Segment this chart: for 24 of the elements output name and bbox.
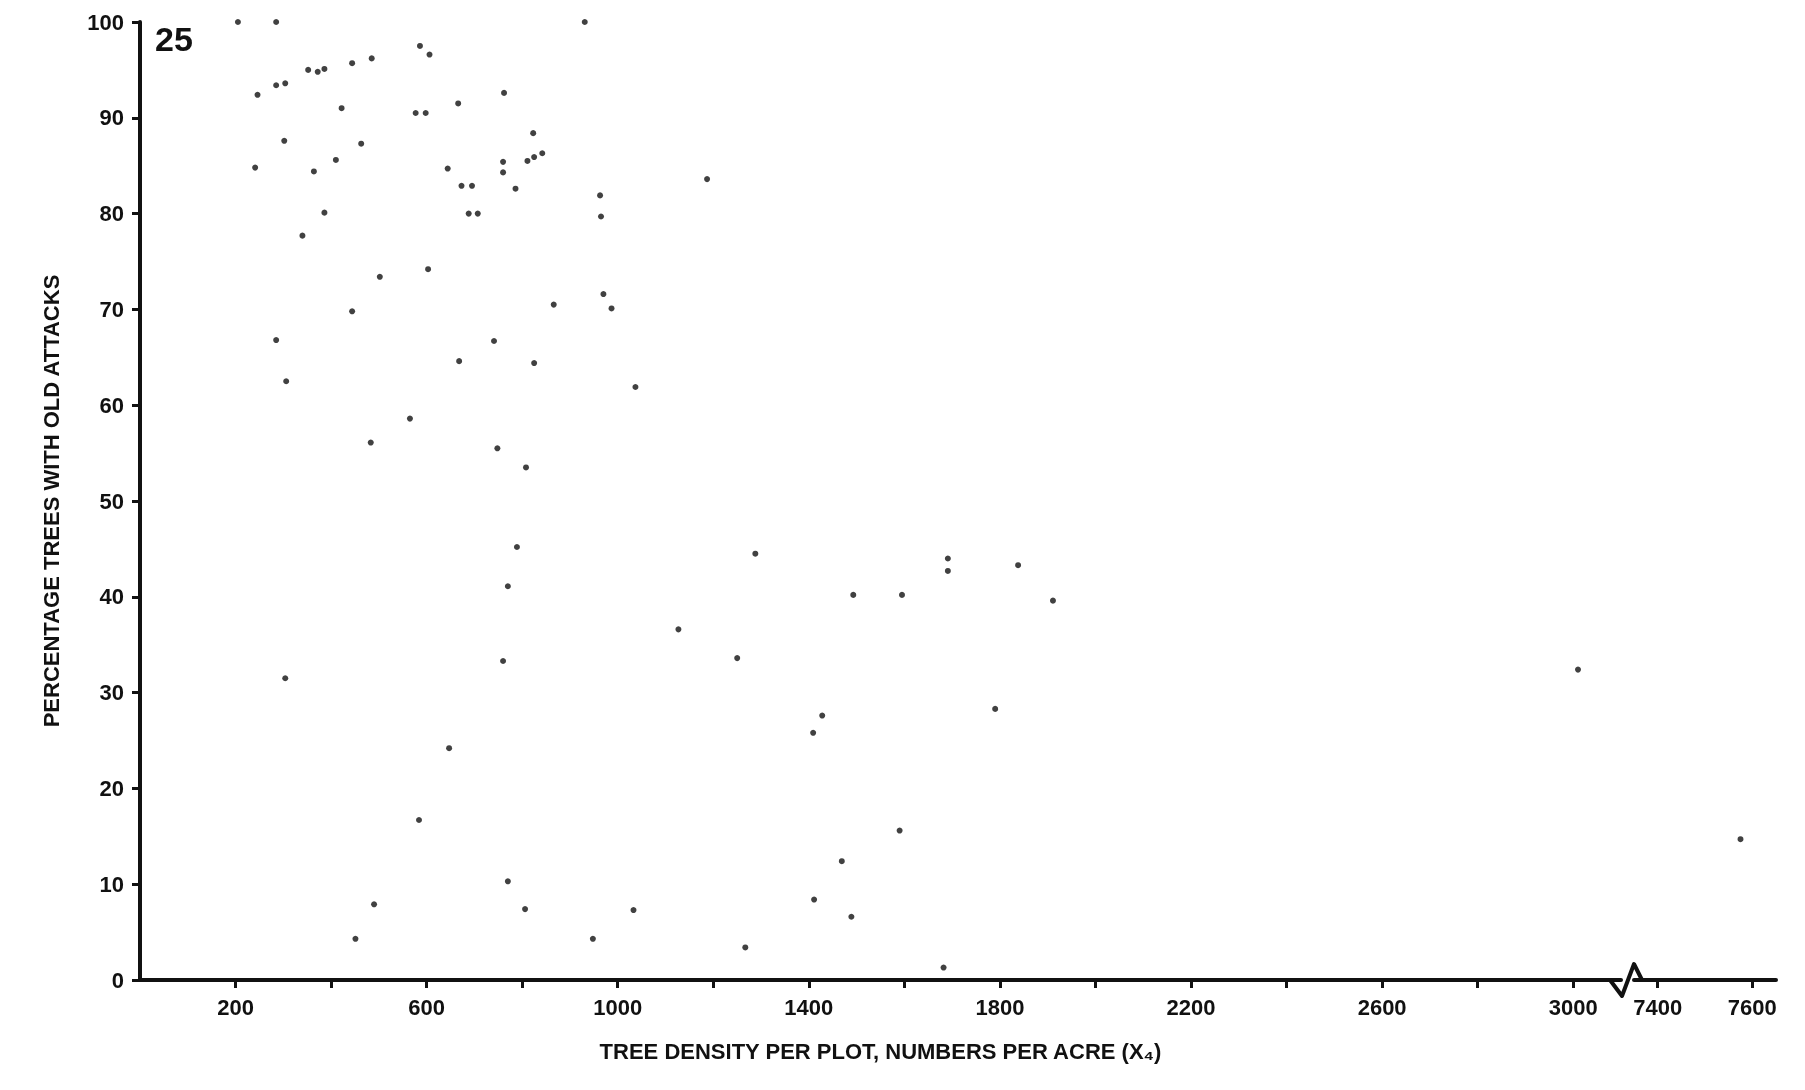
x-tick-label: 200 [217,994,254,1020]
y-tick-label: 70 [99,296,124,322]
y-tick-label: 80 [99,201,124,227]
x-tick-label: 7400 [1633,994,1683,1020]
y-tick-label: 30 [99,680,124,706]
y-tick-label: 10 [99,871,124,897]
x-axis-title: TREE DENSITY PER PLOT, NUMBERS PER ACRE (X₄) [599,1038,1162,1064]
x-tick-label: 600 [408,994,445,1020]
y-tick-label: 20 [99,775,124,801]
x-tick-label: 1000 [593,994,643,1020]
x-tick-label: 2200 [1166,994,1216,1020]
x-tick-label: 1800 [975,994,1025,1020]
x-tick-label: 7600 [1727,994,1777,1020]
x-tick-label: 2600 [1357,994,1407,1020]
y-tick-label: 0 [111,967,124,993]
y-tick-label: 100 [87,9,124,35]
y-tick-label: 60 [99,392,124,418]
x-tick-label: 1400 [784,994,834,1020]
y-tick-label: 50 [99,488,124,514]
x-tick-label: 3000 [1548,994,1598,1020]
annotation: 25 [155,20,193,58]
y-tick-label: 90 [99,105,124,131]
y-tick-label: 40 [99,584,124,610]
y-axis-title: PERCENTAGE TREES WITH OLD ATTACKS [38,274,64,728]
